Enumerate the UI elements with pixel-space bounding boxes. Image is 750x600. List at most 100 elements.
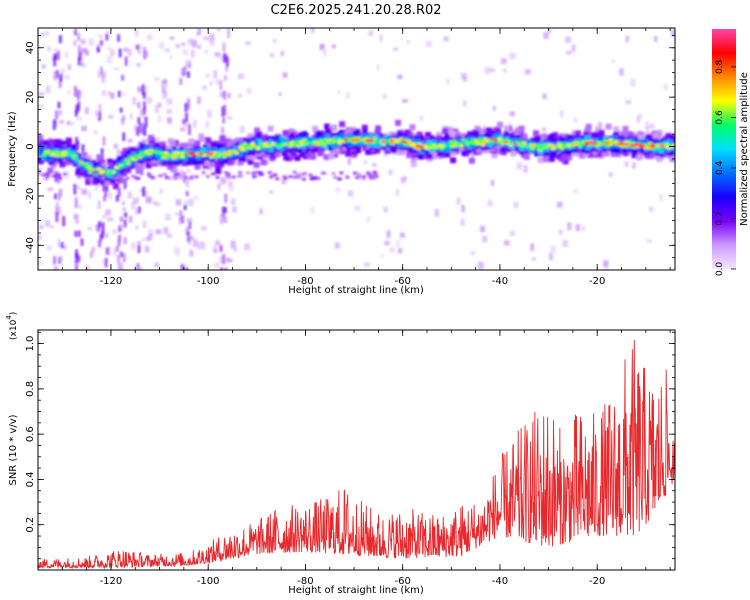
heatmap-cell xyxy=(526,142,532,147)
heatmap-cell xyxy=(449,130,456,137)
heatmap-cell xyxy=(505,145,511,151)
heatmap-cell xyxy=(611,140,616,144)
heatmap-cell xyxy=(388,169,393,175)
heatmap-cell xyxy=(509,111,516,117)
heatmap-cell xyxy=(361,124,368,131)
heatmap-cell xyxy=(283,142,288,146)
heatmap-cell xyxy=(107,91,112,96)
heatmap-cell xyxy=(104,179,111,186)
heatmap-cell xyxy=(109,177,116,184)
heatmap-cell xyxy=(554,146,560,151)
heatmap-cell xyxy=(380,254,384,258)
heatmap-cell xyxy=(409,124,416,131)
heatmap-cell xyxy=(127,138,133,143)
heatmap-cell xyxy=(92,179,99,186)
heatmap-cell xyxy=(232,206,237,213)
heatmap-cell xyxy=(351,144,357,150)
heatmap-cell xyxy=(474,140,479,144)
heatmap-cell xyxy=(448,142,453,146)
heatmap-cell xyxy=(184,103,188,112)
heatmap-cell xyxy=(282,130,289,137)
heatmap-cell xyxy=(169,55,174,59)
heatmap-cell xyxy=(104,191,108,197)
heatmap-cell xyxy=(449,146,455,152)
heatmap-cell xyxy=(46,144,52,150)
heatmap-cell xyxy=(38,235,42,240)
heatmap-cell xyxy=(196,153,201,157)
heatmap-cell xyxy=(379,34,383,42)
heatmap-cell xyxy=(226,175,232,180)
heatmap-cell xyxy=(38,150,44,155)
heatmap-cell xyxy=(663,83,668,91)
heatmap-cell xyxy=(487,200,493,207)
heatmap-cell xyxy=(77,45,81,54)
heatmap-cell xyxy=(113,143,118,149)
heatmap-cell xyxy=(142,92,146,99)
heatmap-cell xyxy=(289,153,296,160)
heatmap-cell xyxy=(261,134,268,141)
heatmap-cell xyxy=(658,149,664,154)
heatmap-cell xyxy=(336,132,342,138)
heatmap-cell xyxy=(188,38,194,45)
heatmap-cell xyxy=(223,104,227,116)
heatmap-cell xyxy=(219,135,226,142)
heatmap-cell xyxy=(405,139,410,143)
heatmap-cell xyxy=(566,154,573,161)
heatmap-cell xyxy=(589,143,594,147)
heatmap-cell xyxy=(399,137,404,141)
heatmap-cell xyxy=(323,144,329,149)
heatmap-cell xyxy=(347,190,354,197)
heatmap-cell xyxy=(214,161,221,168)
heatmap-cell xyxy=(116,149,120,158)
heatmap-cell xyxy=(575,224,581,232)
heatmap-cell xyxy=(56,50,60,61)
heatmap-cell xyxy=(103,196,107,202)
heatmap-cell xyxy=(392,151,398,156)
heatmap-cell xyxy=(618,68,624,76)
heatmap-cell xyxy=(608,143,614,148)
heatmap-cell xyxy=(621,147,627,153)
heatmap-cell xyxy=(454,146,460,152)
heatmap-cell xyxy=(147,149,152,153)
heatmap-cell xyxy=(166,109,172,114)
heatmap-cell xyxy=(631,147,637,153)
heatmap-cell xyxy=(646,135,653,142)
heatmap-cell xyxy=(646,142,651,146)
heatmap-cell xyxy=(139,144,145,150)
heatmap-cell xyxy=(197,133,204,142)
heatmap-cell xyxy=(178,218,183,225)
heatmap-cell xyxy=(145,144,151,149)
heatmap-cell xyxy=(105,247,109,255)
heatmap-cell xyxy=(502,144,508,150)
heatmap-cell xyxy=(142,186,146,197)
heatmap-cell xyxy=(276,139,282,144)
heatmap-cell xyxy=(537,144,542,148)
heatmap-cell xyxy=(40,32,44,37)
heatmap-cell xyxy=(55,153,60,157)
heatmap-cell xyxy=(262,151,269,158)
heatmap-cell xyxy=(395,240,400,247)
heatmap-cell xyxy=(571,130,578,137)
heatmap-cell xyxy=(471,152,475,160)
heatmap-cell xyxy=(508,144,514,149)
heatmap-cell xyxy=(132,96,137,105)
heatmap-cell xyxy=(292,143,297,147)
heatmap-cell xyxy=(548,155,555,162)
heatmap-cell xyxy=(553,151,560,158)
heatmap-cell xyxy=(491,139,496,143)
heatmap-cell xyxy=(279,136,285,141)
heatmap-cell xyxy=(141,123,145,133)
heatmap-cell xyxy=(670,146,675,151)
heatmap-cell xyxy=(610,150,617,157)
heatmap-cell xyxy=(439,151,446,158)
heatmap-cell xyxy=(138,122,142,134)
heatmap-cell xyxy=(509,52,516,60)
heatmap-cell xyxy=(221,127,225,135)
heatmap-cell xyxy=(562,147,568,153)
heatmap-cell xyxy=(142,101,146,111)
heatmap-cell xyxy=(635,145,640,149)
heatmap-cell xyxy=(457,146,464,153)
heatmap-cell xyxy=(456,197,461,205)
heatmap-cell xyxy=(158,157,164,162)
heatmap-cell xyxy=(222,117,226,124)
